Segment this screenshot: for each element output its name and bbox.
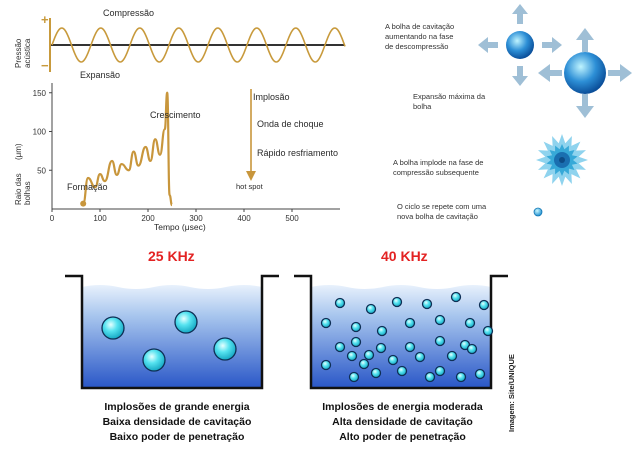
stage-shock-wave: Onda de choque <box>257 119 324 129</box>
cavitation-bubble-small <box>434 314 446 326</box>
tank-wall-40khz <box>294 274 508 390</box>
note-max-expansion: Expansão máxima da bolha <box>413 92 486 111</box>
cavitation-bubble-small <box>434 335 446 347</box>
cavitation-bubble-small <box>424 371 436 383</box>
note-cycle-repeats: O ciclo se repete com uma nova bolha de … <box>397 202 487 221</box>
bubbles-25khz <box>101 310 237 372</box>
cavitation-bubble-small <box>346 350 358 362</box>
x-tick-label: 500 <box>285 214 299 223</box>
cavitation-bubble-small <box>387 354 399 366</box>
bubbles-40khz <box>320 291 494 383</box>
x-tick-label: 0 <box>50 214 55 223</box>
tank-40khz <box>294 274 508 390</box>
cavitation-bubble-small <box>350 336 362 348</box>
formation-point <box>80 200 87 207</box>
cavitation-bubble-small <box>466 343 478 355</box>
cavitation-bubble-small <box>478 299 490 311</box>
cavitation-bubble-small <box>464 317 476 329</box>
sound-wave <box>49 18 346 72</box>
cavitation-bubble-small <box>348 371 360 383</box>
tanks-illustration <box>65 274 508 390</box>
cavitation-bubble-large <box>101 316 125 340</box>
x-ticks: 0 100 200 300 400 500 <box>50 209 299 223</box>
cavitation-bubble-small <box>375 342 387 354</box>
cavitation-bubble-small <box>358 358 370 370</box>
y-axis-label: Raio das bolhas <box>14 173 32 205</box>
cavitation-bubble-small <box>450 291 462 303</box>
x-tick-label: 300 <box>189 214 203 223</box>
frequency-40khz: 40 KHz <box>381 248 428 264</box>
water-25khz <box>82 285 262 387</box>
cavitation-bubble-small <box>404 341 416 353</box>
imploding-bubble <box>536 134 588 186</box>
cavitation-bubble-small <box>482 325 494 337</box>
caption-40khz: Implosões de energia moderada Alta densi… <box>290 400 515 445</box>
stage-hot-spot: hot spot <box>236 182 263 191</box>
tank-25khz <box>65 274 279 390</box>
cavitation-bubble-small <box>455 371 467 383</box>
bubble-stages-illustration <box>478 4 632 217</box>
stage-implosion: Implosão <box>253 92 290 102</box>
y-axis-unit: (μm) <box>14 143 23 160</box>
cavitation-bubble-small <box>391 296 403 308</box>
max-expansion-bubble <box>538 28 632 118</box>
cavitation-bubble-small <box>334 341 346 353</box>
new-cavitation-bubble <box>533 207 543 217</box>
cavitation-bubble-small <box>396 365 408 377</box>
cavitation-bubble-small <box>421 298 433 310</box>
cavitation-bubble-large <box>174 310 198 334</box>
cavitation-bubble-small <box>350 321 362 333</box>
minus-sign: − <box>41 58 49 73</box>
water-40khz <box>311 285 491 387</box>
expanding-bubble-small <box>478 4 562 86</box>
y-tick-label: 150 <box>33 89 47 98</box>
frequency-25khz: 25 KHz <box>148 248 195 264</box>
cooling-arrow-head <box>246 171 256 181</box>
caption-40khz-line-2: Alta densidade de cavitação <box>332 416 473 428</box>
stage-rapid-cooling: Rápido resfriamento <box>257 148 339 158</box>
growth-curve <box>82 91 174 207</box>
caption-25khz: Implosões de grande energia Baixa densid… <box>62 400 292 445</box>
expansion-label: Expansão <box>80 70 121 80</box>
compression-label: Compressão <box>103 8 155 18</box>
caption-40khz-line-3: Alto poder de penetração <box>339 431 466 443</box>
cavitation-bubble-small <box>474 368 486 380</box>
x-axis-unit: (μsec) <box>181 222 206 232</box>
y-tick-label: 50 <box>37 166 46 175</box>
cavitation-bubble-large <box>142 348 166 372</box>
tank-wall-25khz <box>65 274 279 390</box>
caption-40khz-line-1: Implosões de energia moderada <box>322 401 483 413</box>
stage-growth: Crescimento <box>150 110 201 120</box>
y-ticks: 150 100 50 <box>33 89 52 175</box>
x-tick-label: 100 <box>93 214 107 223</box>
cavitation-bubble-small <box>376 325 388 337</box>
cavitation-bubble-small <box>434 365 446 377</box>
x-tick-label: 200 <box>141 214 155 223</box>
stage-formation: Formação <box>67 182 108 192</box>
note-implosion: A bolha implode na fase de compressão su… <box>393 158 484 177</box>
cavitation-bubble-small <box>334 297 346 309</box>
y-tick-label: 100 <box>33 128 47 137</box>
caption-25khz-line-2: Baixa densidade de cavitação <box>102 416 252 428</box>
plus-sign: + <box>41 12 49 27</box>
bubble-growth-chart: 150 100 50 0 100 200 300 400 500 <box>33 83 340 223</box>
sine-wave <box>51 27 346 63</box>
note-bubble-growing: A bolha de cavitação aumentando na fase … <box>385 22 455 51</box>
x-axis-title: Tempo <box>154 222 180 232</box>
x-tick-label: 400 <box>237 214 251 223</box>
cavitation-bubble-small <box>363 349 375 361</box>
image-credit: Imagem: Site/UNIQUE <box>507 354 516 432</box>
cavitation-bubble-large <box>213 337 237 361</box>
caption-25khz-line-3: Baixo poder de penetração <box>109 431 245 443</box>
cavitation-bubble-small <box>446 350 458 362</box>
cavitation-bubble-small <box>365 303 377 315</box>
caption-25khz-line-1: Implosões de grande energia <box>104 401 250 413</box>
cavitation-bubble-small <box>370 367 382 379</box>
cavitation-bubble-small <box>414 351 426 363</box>
cavitation-bubble-small <box>404 317 416 329</box>
cavitation-bubble-small <box>320 317 332 329</box>
x-axis-label: Tempo (μsec) <box>154 222 206 232</box>
cavitation-bubble-small <box>320 359 332 371</box>
